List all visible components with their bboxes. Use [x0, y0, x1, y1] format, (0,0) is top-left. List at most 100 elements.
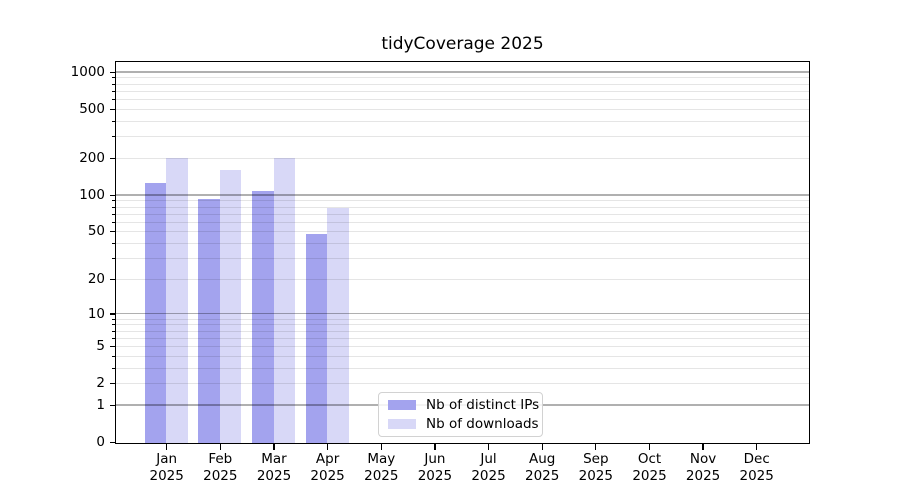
y-grid-minor-600 [116, 99, 809, 101]
x-tick-label-nov: Nov 2025 [671, 451, 735, 484]
bar-jan-series1 [166, 157, 188, 443]
y-tick-0 [109, 441, 115, 444]
legend-item-distinct-ips: Nb of distinct IPs [388, 397, 542, 413]
x-label-year: 2025 [578, 467, 613, 484]
y-minortick-400 [112, 120, 115, 122]
y-grid-minor-80 [116, 206, 809, 208]
y-grid-major-1000 [116, 71, 809, 73]
x-tick-label-apr: Apr 2025 [296, 451, 360, 484]
x-tick-nov [702, 444, 704, 450]
y-minortick-90 [112, 200, 115, 202]
y-minortick-6 [112, 337, 115, 339]
y-grid-minor-4 [116, 355, 809, 357]
y-minortick-70 [112, 213, 115, 215]
bar-mar-series1 [273, 157, 295, 443]
x-label-month: Dec [743, 451, 770, 467]
bar-apr-series0 [305, 234, 328, 443]
y-tick-10 [109, 313, 115, 315]
x-tick-oct [648, 444, 651, 450]
bar-jan-series0 [144, 183, 167, 443]
x-label-year: 2025 [149, 467, 184, 484]
x-label-year: 2025 [471, 467, 506, 484]
x-label-month: Jun [424, 451, 446, 467]
y-minortick-60 [112, 221, 115, 223]
legend: Nb of distinct IPs Nb of downloads [378, 392, 543, 437]
x-label-month: Jul [480, 451, 497, 467]
y-grid-minor-5 [116, 346, 809, 347]
x-tick-label-may: May 2025 [349, 451, 413, 484]
y-minortick-800 [112, 83, 115, 85]
x-tick-apr [326, 444, 329, 450]
y-grid-minor-60 [116, 221, 809, 223]
x-label-month: Nov [689, 451, 717, 467]
y-tick-1 [109, 404, 115, 407]
y-grid-minor-200 [116, 157, 809, 159]
x-tick-label-jul: Jul 2025 [457, 451, 521, 484]
y-tick-label-500: 500 [79, 100, 105, 117]
y-tick-label-100: 100 [79, 186, 105, 203]
y-tick-200 [109, 157, 115, 159]
y-grid-minor-50 [116, 231, 809, 233]
y-grid-minor-8 [116, 324, 809, 326]
x-label-year: 2025 [525, 467, 560, 484]
y-grid-minor-7 [116, 330, 809, 332]
y-grid-minor-30 [116, 258, 809, 259]
x-label-month: May [367, 451, 396, 467]
y-grid-minor-300 [116, 136, 809, 138]
x-tick-dec [756, 444, 758, 450]
y-tick-label-5: 5 [96, 338, 105, 354]
x-tick-label-oct: Oct 2025 [618, 451, 682, 484]
y-grid-minor-3 [116, 367, 809, 369]
y-tick-5 [109, 345, 115, 348]
x-tick-jul [487, 444, 490, 450]
y-minortick-7 [112, 330, 115, 332]
x-tick-sep [595, 444, 597, 450]
x-tick-label-aug: Aug 2025 [510, 451, 574, 484]
x-label-month: Mar [261, 451, 287, 467]
y-tick-50 [109, 231, 115, 233]
x-label-year: 2025 [685, 467, 721, 484]
bar-mar-series0 [252, 190, 274, 443]
y-minortick-8 [112, 324, 115, 326]
x-tick-label-feb: Feb 2025 [188, 451, 252, 484]
x-label-year: 2025 [256, 467, 292, 484]
x-tick-label-jun: Jun 2025 [403, 451, 467, 484]
x-tick-feb [219, 444, 221, 450]
y-minortick-80 [112, 206, 115, 208]
y-tick-20 [109, 278, 115, 280]
y-grid-minor-70 [116, 213, 809, 215]
x-label-year: 2025 [739, 467, 774, 484]
x-tick-label-mar: Mar 2025 [242, 451, 306, 484]
y-minortick-300 [112, 136, 115, 138]
x-label-month: Feb [208, 451, 233, 467]
y-tick-label-1000: 1000 [70, 63, 105, 80]
legend-swatch-downloads [388, 419, 416, 429]
x-label-year: 2025 [364, 467, 399, 484]
y-minortick-3 [112, 367, 115, 369]
x-label-year: 2025 [203, 467, 238, 484]
y-grid-minor-40 [116, 243, 809, 244]
y-tick-100 [109, 194, 115, 196]
x-tick-label-sep: Sep 2025 [564, 451, 628, 484]
y-minortick-40 [112, 243, 115, 244]
y-tick-1000 [109, 71, 115, 73]
x-tick-label-jan: Jan 2025 [135, 451, 199, 484]
legend-item-downloads: Nb of downloads [388, 415, 542, 432]
legend-swatch-distinct-ips [388, 400, 416, 410]
y-minortick-30 [112, 258, 115, 259]
y-grid-major-100 [116, 194, 809, 196]
y-tick-label-0: 0 [96, 434, 105, 450]
x-tick-jun [434, 444, 436, 450]
x-tick-may [380, 444, 382, 450]
y-minortick-900 [112, 77, 115, 79]
y-grid-minor-9 [116, 318, 809, 320]
y-minortick-9 [112, 318, 115, 320]
y-grid-major-10 [116, 312, 809, 315]
x-label-year: 2025 [632, 467, 667, 484]
plot-area [115, 61, 810, 444]
y-minortick-700 [112, 90, 115, 92]
y-tick-label-10: 10 [87, 305, 105, 322]
y-grid-minor-700 [116, 90, 809, 92]
legend-label-downloads: Nb of downloads [426, 415, 539, 432]
